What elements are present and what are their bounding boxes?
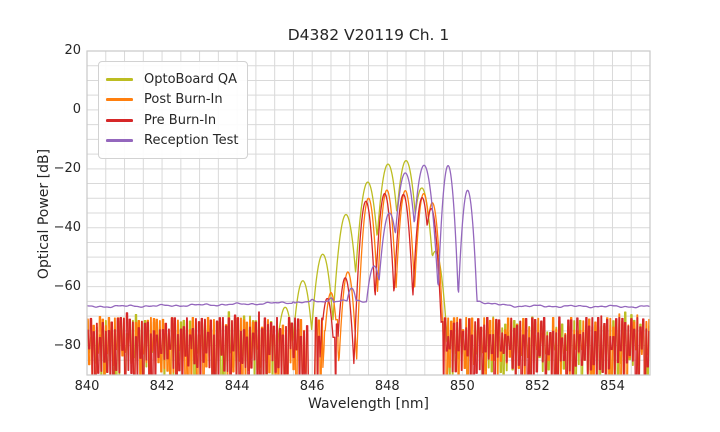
- y-tick-label: −60: [53, 278, 81, 294]
- y-tick-label: 0: [72, 101, 81, 117]
- legend-item-label: OptoBoard QA: [144, 71, 237, 87]
- legend-item-label: Reception Test: [144, 133, 239, 149]
- y-tick-label: 20: [64, 43, 81, 58]
- legend-item-label: Post Burn-In: [144, 92, 223, 108]
- chart-title: D4382 V20119 Ch. 1: [287, 26, 450, 44]
- x-tick-label: 844: [224, 379, 250, 394]
- x-tick-label: 850: [449, 379, 475, 394]
- legend-swatch: [106, 139, 133, 143]
- x-tick-label: 852: [524, 379, 550, 394]
- legend-item: Reception Test: [106, 131, 239, 152]
- legend-item: Post Burn-In: [106, 90, 237, 111]
- y-axis-label: Optical Power [dB]: [36, 148, 52, 280]
- legend-item-label: Pre Burn-In: [144, 112, 217, 128]
- legend-swatch: [106, 77, 133, 81]
- legend-item: OptoBoard QA: [106, 69, 237, 90]
- legend-swatch: [106, 98, 133, 102]
- x-axis-label: Wavelength [nm]: [308, 396, 429, 412]
- x-tick-label: 854: [600, 379, 625, 394]
- x-tick-label: 840: [74, 379, 100, 394]
- x-tick-label: 848: [374, 379, 400, 394]
- x-tick-label: 846: [299, 379, 325, 394]
- y-tick-label: −80: [53, 337, 81, 353]
- legend: OptoBoard QA Post Burn-In Pre Burn-In Recep…: [98, 61, 248, 159]
- y-tick-label: −40: [53, 219, 81, 235]
- legend-swatch: [106, 118, 133, 122]
- x-tick-label: 842: [149, 379, 175, 394]
- legend-item: Pre Burn-In: [106, 110, 237, 131]
- y-tick-label: −20: [53, 160, 81, 176]
